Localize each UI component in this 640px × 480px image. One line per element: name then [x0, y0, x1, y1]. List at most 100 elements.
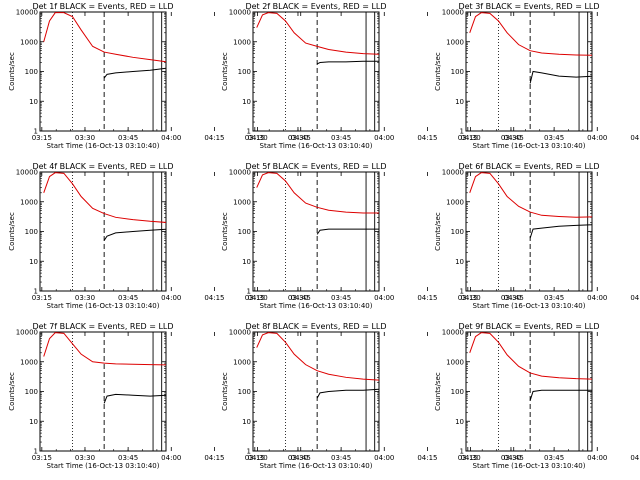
panel-4-xtick-label: 04:00: [161, 294, 181, 302]
panel-8-xtick-label: 03:30: [288, 454, 308, 462]
panel-5-ytick-label: 1: [247, 288, 251, 296]
panel-2-ytick-label: 1000: [233, 38, 251, 46]
panel-4-plot-area: [43, 172, 166, 291]
panel-4-yaxis-label: Counts/sec: [8, 212, 16, 251]
panel-2-plot-frame: [252, 11, 380, 132]
panel-7-xtick-label: 03:15: [32, 454, 52, 462]
panel-1-xtick-label: 03:30: [75, 134, 95, 142]
panel-1-xtick-label: 03:45: [118, 134, 138, 142]
panel-7-ytick-label: 10: [29, 418, 38, 426]
panel-5-xtick-label: 03:15: [245, 294, 265, 302]
panel-4-xtick-label: 04:45: [291, 294, 311, 302]
panel-8-plot-area: [256, 332, 379, 451]
panel-5-ytick-label: 100: [238, 228, 251, 236]
panel-8-ytick-label: 100: [238, 388, 251, 396]
panel-4-series-events: [103, 228, 166, 241]
panel-1-ytick-label: 1000: [20, 38, 38, 46]
panel-5-plot-frame: [252, 171, 380, 292]
panel-4-title: Det 4f BLACK = Events, RED = LLD: [32, 162, 173, 171]
panel-4-ytick-label: 10: [29, 258, 38, 266]
panel-2-xtick-label: 03:15: [245, 134, 265, 142]
panel-9-yaxis-label: Counts/sec: [434, 372, 442, 411]
panel-5-plot-area: [256, 172, 379, 291]
panel-1-ytick-label: 10: [29, 98, 38, 106]
panel-8-xtick-label: 04:15: [417, 454, 437, 462]
panel-1-ytick-label: 1: [34, 128, 38, 136]
panel-5-ytick-label: 1000: [233, 198, 251, 206]
panel-1-xtick-label: 04:00: [161, 134, 181, 142]
panel-6-ytick-label: 10000: [442, 169, 464, 177]
panel-7-xtick-label: 04:00: [161, 454, 181, 462]
panel-6-title: Det 6f BLACK = Events, RED = LLD: [458, 162, 599, 171]
panel-2-xtick-label: 04:15: [417, 134, 437, 142]
panel-4-xaxis-label: Start Time (16-Oct-13 03:10:40): [47, 302, 160, 310]
panel-2-ytick-label: 1: [247, 128, 251, 136]
panel-1-series-events: [103, 67, 166, 79]
panel-9-ytick-label: 100: [451, 388, 464, 396]
panel-7-plot-frame: [39, 331, 167, 452]
panel-2-xaxis-label: Start Time (16-Oct-13 03:10:40): [260, 142, 373, 150]
panel-2-xtick-label: 04:00: [374, 134, 394, 142]
panel-6-xtick-label: 04:00: [587, 294, 607, 302]
panel-7-series-lld: [43, 332, 166, 366]
panel-3-ytick-label: 10: [455, 98, 464, 106]
panel-6-xaxis-label: Start Time (16-Oct-13 03:10:40): [473, 302, 586, 310]
panel-6-ytick-label: 1: [460, 288, 464, 296]
panel-8-ytick-label: 1: [247, 448, 251, 456]
panel-7-ytick-label: 1: [34, 448, 38, 456]
panel-3-plot-frame: [465, 11, 593, 132]
panel-6-xtick-label: 03:45: [544, 294, 564, 302]
panel-8-xtick-label: 03:45: [331, 454, 351, 462]
panel-5-xtick-label: 03:45: [331, 294, 351, 302]
panel-6-ytick-label: 100: [451, 228, 464, 236]
panel-3-xaxis-label: Start Time (16-Oct-13 03:10:40): [473, 142, 586, 150]
panel-3-xtick-label: 04:00: [587, 134, 607, 142]
panel-9-ytick-label: 10000: [442, 329, 464, 337]
panel-3-ytick-label: 1000: [446, 38, 464, 46]
panel-2-xtick-label: 04:30: [460, 134, 480, 142]
detector-panel-3: Det 3f BLACK = Events, RED = LLD 1 10 100 10…: [434, 2, 640, 150]
panel-7-xtick-label: 04:30: [247, 454, 267, 462]
panel-2-xtick-label: 04:45: [504, 134, 524, 142]
panel-7-plot-area: [43, 332, 166, 451]
panel-3-ytick-label: 1: [460, 128, 464, 136]
panel-3-plot-area: [469, 12, 592, 131]
panel-4-xtick-label: 03:30: [75, 294, 95, 302]
panel-8-series-events: [316, 388, 379, 399]
panel-7-ytick-label: 100: [25, 388, 38, 396]
panel-6-ytick-label: 10: [455, 258, 464, 266]
detector-panel-4: Det 4f BLACK = Events, RED = LLD 1 10 100 10…: [8, 162, 311, 310]
panel-4-plot-frame: [39, 171, 167, 292]
panel-8-plot-frame: [252, 331, 380, 452]
panel-7-title: Det 7f BLACK = Events, RED = LLD: [32, 322, 173, 331]
panel-9-xtick-label: 04:00: [587, 454, 607, 462]
panel-4-ytick-label: 10000: [16, 169, 38, 177]
detector-panel-9: Det 9f BLACK = Events, RED = LLD 1 10 100 10…: [434, 322, 640, 470]
panel-2-series-events: [316, 60, 379, 65]
detector-panel-1: Det 1f BLACK = Events, RED = LLD11010010…: [8, 2, 311, 150]
panel-8-ytick-label: 10000: [229, 329, 251, 337]
panel-2-ytick-label: 100: [238, 68, 251, 76]
panel-7-yaxis-label: Counts/sec: [8, 372, 16, 411]
panel-6-xtick-label: 04:15: [630, 294, 640, 302]
panel-6-ytick-label: 1000: [446, 198, 464, 206]
panel-5-xaxis-label: Start Time (16-Oct-13 03:10:40): [260, 302, 373, 310]
panel-9-xtick-label: 03:30: [501, 454, 521, 462]
panel-8-series-lld: [256, 332, 379, 381]
panel-9-series-lld: [469, 332, 592, 380]
panel-4-ytick-label: 1000: [20, 198, 38, 206]
panel-4-xtick-label: 03:45: [118, 294, 138, 302]
panel-8-yaxis-label: Counts/sec: [221, 372, 229, 411]
panel-8-xtick-label: 03:15: [245, 454, 265, 462]
panel-5-title: Det 5f BLACK = Events, RED = LLD: [245, 162, 386, 171]
panel-4-xtick-label: 04:30: [247, 294, 267, 302]
panel-3-ytick-label: 100: [451, 68, 464, 76]
panel-3-series-lld: [469, 12, 592, 56]
panel-1-ytick-label: 10000: [16, 9, 38, 17]
panel-5-xtick-label: 04:30: [460, 294, 480, 302]
detector-panel-7: Det 7f BLACK = Events, RED = LLD11010010…: [8, 322, 311, 470]
panel-5-ytick-label: 10: [242, 258, 251, 266]
panel-2-ytick-label: 10000: [229, 9, 251, 17]
panel-8-xaxis-label: Start Time (16-Oct-13 03:10:40): [260, 462, 373, 470]
panel-1-xtick-label: 04:15: [204, 134, 224, 142]
